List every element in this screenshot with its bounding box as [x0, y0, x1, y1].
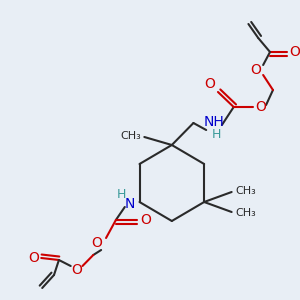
Text: O: O — [250, 63, 261, 77]
Text: O: O — [256, 100, 267, 114]
Text: O: O — [140, 213, 151, 227]
Text: CH₃: CH₃ — [235, 208, 256, 218]
Text: NH: NH — [204, 115, 224, 129]
Text: H: H — [117, 188, 127, 200]
Text: O: O — [91, 236, 102, 250]
Text: O: O — [28, 251, 39, 265]
Text: O: O — [71, 263, 82, 277]
Text: H: H — [211, 128, 221, 140]
Text: N: N — [124, 197, 135, 211]
Text: CH₃: CH₃ — [120, 131, 141, 141]
Text: O: O — [289, 45, 300, 59]
Text: CH₃: CH₃ — [235, 186, 256, 196]
Text: O: O — [205, 77, 216, 91]
